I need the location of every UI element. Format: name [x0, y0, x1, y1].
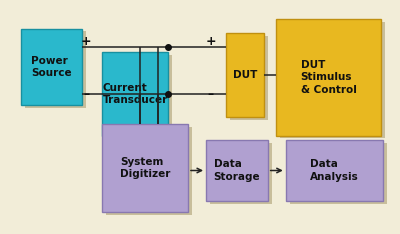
- Text: DUT
Stimulus
& Control: DUT Stimulus & Control: [301, 60, 356, 95]
- Text: –: –: [208, 88, 214, 101]
- Text: Current
Transducer: Current Transducer: [103, 83, 168, 105]
- Text: –: –: [83, 88, 90, 101]
- Text: Data
Storage: Data Storage: [214, 159, 260, 182]
- Bar: [210, 143, 272, 204]
- Bar: [206, 140, 268, 201]
- Bar: [102, 52, 168, 136]
- Text: System
Digitizer: System Digitizer: [120, 157, 170, 179]
- Bar: [290, 143, 387, 204]
- Bar: [230, 36, 268, 120]
- Bar: [25, 31, 86, 108]
- Text: +: +: [81, 35, 92, 48]
- Text: Power
Source: Power Source: [31, 56, 72, 78]
- Text: +: +: [206, 35, 216, 48]
- Bar: [226, 33, 264, 117]
- Text: Data
Analysis: Data Analysis: [310, 159, 359, 182]
- Bar: [276, 19, 381, 136]
- Bar: [106, 55, 172, 138]
- Bar: [286, 140, 383, 201]
- Bar: [280, 22, 385, 138]
- Text: DUT: DUT: [233, 70, 257, 80]
- Bar: [106, 127, 192, 215]
- Bar: [21, 29, 82, 105]
- Bar: [102, 124, 188, 212]
